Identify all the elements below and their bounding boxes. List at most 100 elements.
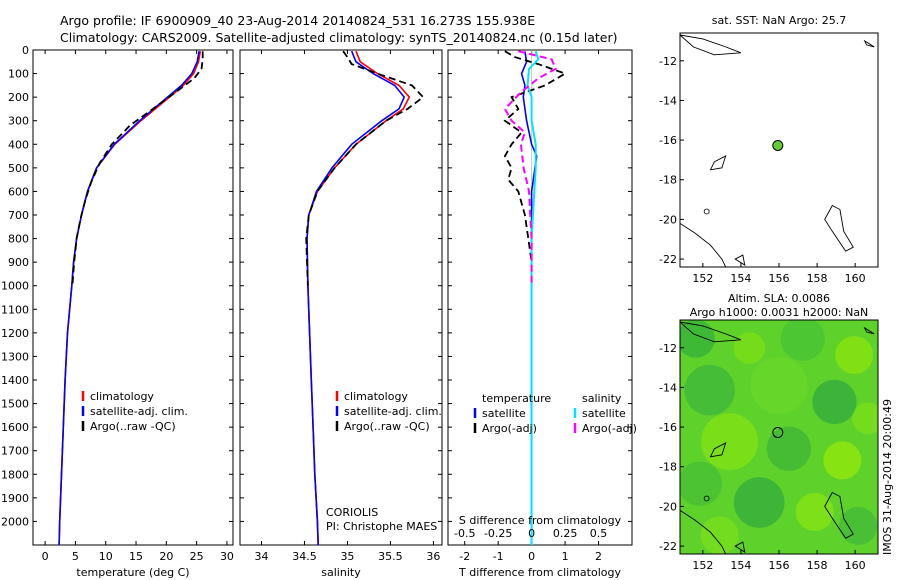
map-sla-title-line1: Altim. SLA: 0.0086: [728, 292, 830, 305]
y-tick-label: 1800: [1, 468, 29, 481]
legend-label-temperature: satellite-adj. clim.: [90, 405, 188, 418]
map-y-tick-label: -12: [659, 342, 677, 355]
series-line-difference-2: [526, 50, 540, 545]
sla-patch: [700, 413, 759, 471]
map-sst-title: sat. SST: NaN Argo: 25.7: [712, 14, 846, 27]
coastline: [680, 34, 742, 56]
annotation-coriolis: CORIOLIS: [326, 506, 378, 519]
x-tick-label-difference: 1: [562, 550, 569, 563]
series-line-difference-1: [503, 50, 568, 286]
map-y-tick-label: -20: [659, 213, 677, 226]
panel-frame-temperature: [32, 49, 234, 546]
coastline: [824, 204, 854, 252]
x-tick-label-temperature: 15: [129, 550, 143, 563]
y-tick-label: 1400: [1, 374, 29, 387]
map-y-tick-label: -20: [659, 500, 677, 513]
x-tick-label-salinity: 34.5: [292, 550, 317, 563]
x-axis-label-salinity: salinity: [321, 566, 361, 579]
legend-label-temperature: climatology: [90, 390, 154, 403]
x-tick-label-temperature: 25: [190, 550, 204, 563]
y-tick-label: 1900: [1, 492, 29, 505]
x-tick-label-salinity-diff: 0.5: [590, 527, 608, 540]
x-tick-label-difference: 2: [595, 550, 602, 563]
y-tick-label: 1200: [1, 327, 29, 340]
x-tick-label-temperature: 20: [159, 550, 173, 563]
y-tick-label: 400: [8, 138, 29, 151]
x-tick-label-temperature: 10: [99, 550, 113, 563]
x-tick-label-salinity: 36: [426, 550, 440, 563]
map-x-tick-label: 154: [730, 272, 751, 285]
map-layer-map-sla: [680, 320, 878, 554]
coastline: [863, 326, 875, 335]
legend-label-salinity: climatology: [344, 390, 408, 403]
map-y-tick-label: -14: [659, 94, 677, 107]
map-x-tick-label: 152: [692, 272, 713, 285]
map-x-tick-label: 154: [730, 559, 751, 572]
x-tick-label-difference: -2: [459, 550, 470, 563]
map-y-tick-label: -16: [659, 134, 677, 147]
map-y-tick-label: -22: [659, 540, 677, 553]
x-tick-label-salinity-diff: 0.25: [553, 527, 578, 540]
map-y-tick-label: -12: [659, 55, 677, 68]
map-x-tick-label: 158: [807, 559, 828, 572]
y-tick-label: 1000: [1, 280, 29, 293]
argo-profile-point: [772, 426, 784, 438]
legend-label-difference: Argo(-adj): [482, 422, 537, 435]
legend-label-salinity: satellite-adj. clim.: [344, 405, 442, 418]
series-line-temperature-0: [58, 51, 202, 546]
series-line-difference-3: [503, 50, 557, 286]
map-y-tick-label: -16: [659, 421, 677, 434]
map-x-tick-label: 160: [845, 559, 866, 572]
coastline: [863, 39, 875, 48]
x-tick-label-difference: -1: [493, 550, 504, 563]
series-line-temperature-2: [71, 51, 204, 286]
sla-patch: [700, 516, 739, 554]
reef-outline: [703, 208, 710, 215]
figure-title-line2: Climatology: CARS2009. Satellite-adjuste…: [60, 30, 618, 45]
figure-title-line1: Argo profile: IF 6900909_40 23-Aug-2014 …: [60, 13, 536, 28]
y-tick-label: 1100: [1, 303, 29, 316]
x-tick-label-temperature: 5: [72, 550, 79, 563]
map-y-tick-label: -18: [659, 461, 677, 474]
x-tick-label-temperature: 0: [42, 550, 49, 563]
legend-label-difference: Argo(-adj): [582, 422, 637, 435]
sla-patch: [766, 426, 812, 471]
sla-patch: [795, 492, 834, 531]
x-tick-label-salinity-diff: 0: [528, 527, 535, 540]
series-line-temperature-1: [58, 51, 200, 546]
x-axis-label-temperature: temperature (deg C): [76, 566, 189, 579]
x-tick-label-difference: 0: [528, 550, 535, 563]
series-line-salinity-0: [306, 50, 411, 546]
y-tick-label: 500: [8, 162, 29, 175]
coastline: [680, 321, 742, 343]
coastline: [824, 491, 854, 539]
y-tick-label: 2000: [1, 515, 29, 528]
sla-patch: [839, 506, 878, 545]
y-tick-label: 1300: [1, 350, 29, 363]
series-line-difference-0: [520, 51, 538, 545]
y-tick-label: 800: [8, 233, 29, 246]
coastline: [734, 541, 746, 553]
sla-patch: [835, 336, 874, 375]
sla-patch: [733, 332, 766, 364]
y-tick-label: 1500: [1, 398, 29, 411]
x-tick-label-salinity: 35: [340, 550, 354, 563]
y-tick-label: 0: [22, 44, 29, 57]
sla-patch: [823, 441, 862, 480]
map-x-tick-label: 158: [807, 272, 828, 285]
y-tick-label: 200: [8, 91, 29, 104]
sla-patch: [780, 320, 825, 361]
coastline: [709, 155, 727, 171]
x-axis-label-difference: T difference from climatology: [458, 566, 621, 579]
y-tick-label: 700: [8, 209, 29, 222]
panel-frame-difference: [447, 49, 633, 546]
map-x-tick-label: 152: [692, 559, 713, 572]
annotation-pi: PI: Christophe MAES: [326, 520, 437, 533]
sla-patch: [733, 477, 785, 528]
map-x-tick-label: 156: [769, 272, 790, 285]
coastline: [680, 222, 727, 267]
legend-label-temperature: Argo(..raw -QC): [90, 420, 176, 433]
coastline: [734, 254, 746, 266]
sla-patch: [680, 320, 715, 358]
